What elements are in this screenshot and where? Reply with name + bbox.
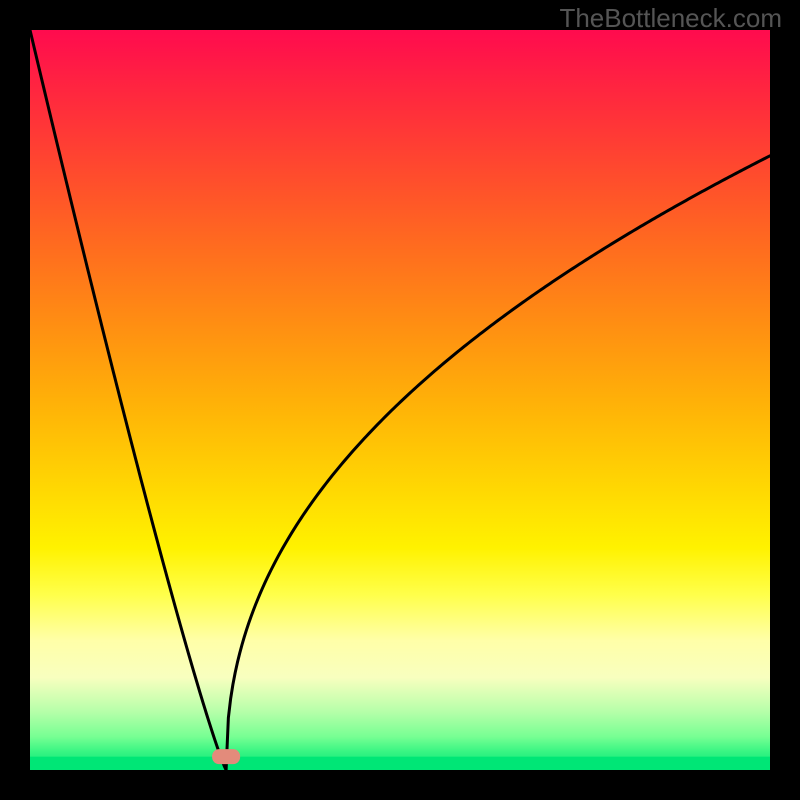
minimum-marker: [212, 749, 240, 764]
watermark-text: TheBottleneck.com: [559, 3, 782, 34]
curve-layer: [30, 30, 770, 770]
chart-root: TheBottleneck.com: [0, 0, 800, 800]
bottleneck-curve: [30, 30, 770, 770]
green-band: [30, 757, 770, 770]
plot-area: [30, 30, 770, 770]
